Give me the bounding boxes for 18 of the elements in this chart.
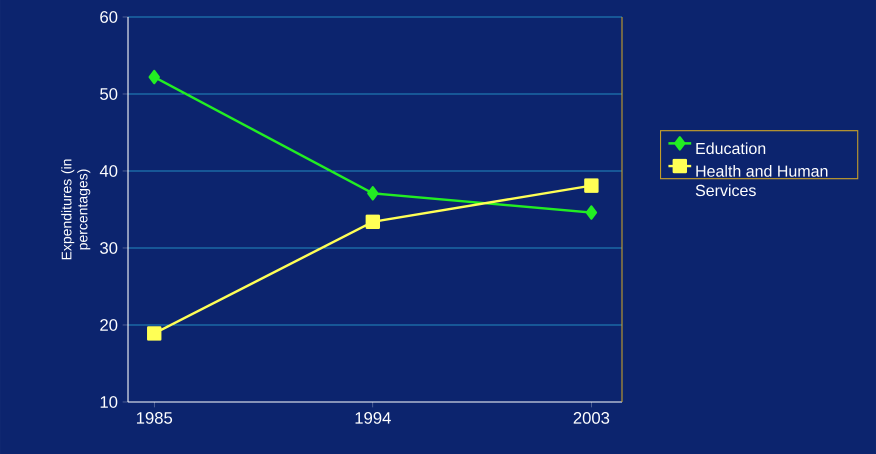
y-axis-title: Expenditures (in percentages) xyxy=(61,159,90,260)
y-tick-label: 50 xyxy=(100,88,118,100)
x-tick-label: 2003 xyxy=(574,412,610,424)
point xyxy=(586,205,598,220)
x-tick-label: 1994 xyxy=(356,412,391,424)
point xyxy=(584,178,599,193)
y-tick-label: 40 xyxy=(100,165,118,177)
y-tick-label: 60 xyxy=(100,11,118,23)
y-tick-label: 20 xyxy=(100,319,118,331)
point xyxy=(366,214,380,230)
point xyxy=(147,326,162,341)
legend-label: Education xyxy=(696,142,766,154)
x-tick-label: 1985 xyxy=(136,412,172,424)
point xyxy=(367,186,379,201)
legend-label: Health and Human Services xyxy=(696,165,828,196)
y-tick-label: 30 xyxy=(100,242,118,254)
y-tick-label: 10 xyxy=(100,396,118,408)
point xyxy=(148,70,160,84)
